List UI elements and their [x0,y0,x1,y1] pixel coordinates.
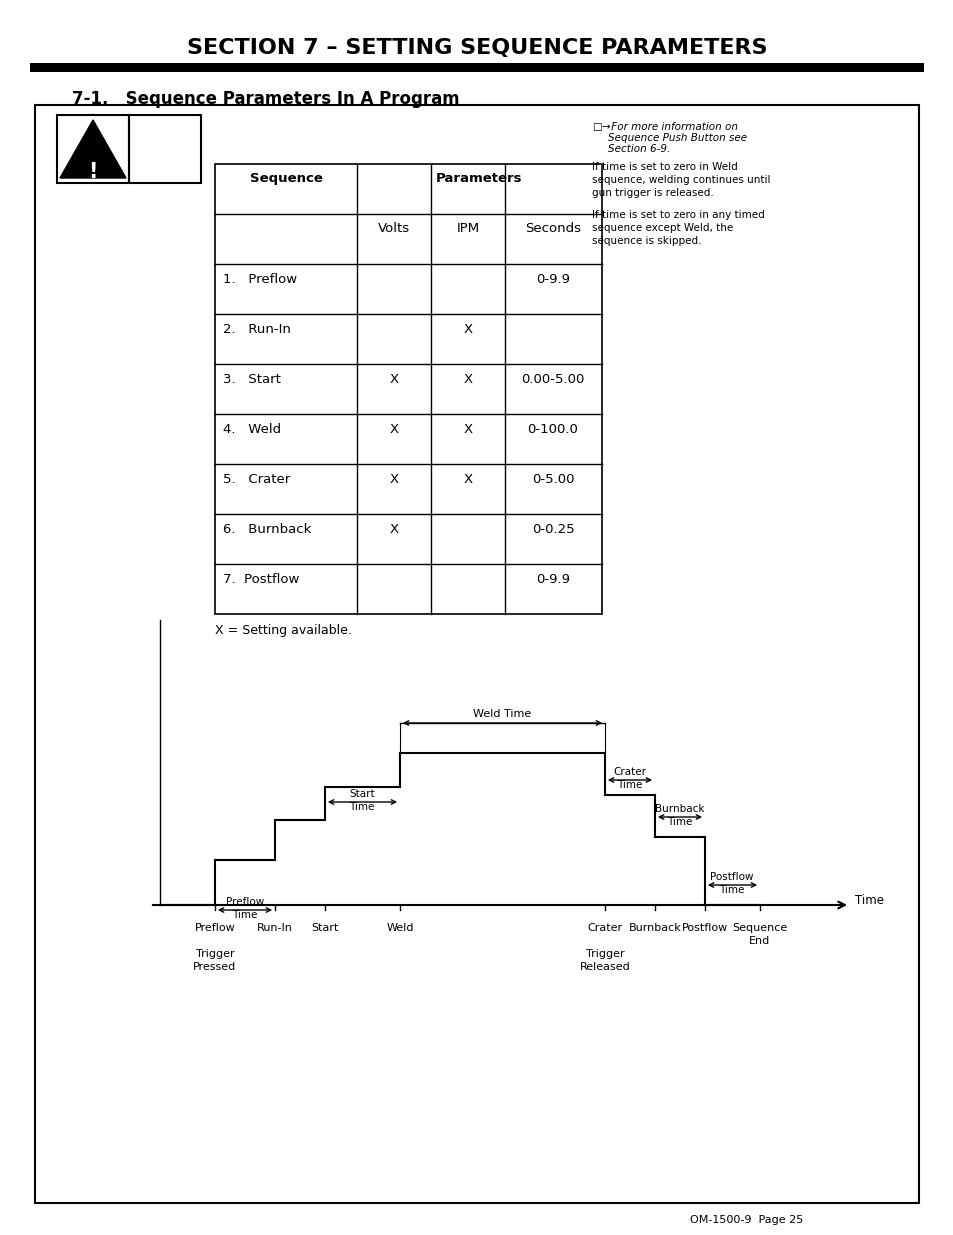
Text: X: X [463,473,472,487]
Text: X: X [463,424,472,436]
Text: Postflow
Time: Postflow Time [709,872,753,895]
Text: IPM: IPM [456,222,479,235]
Text: If time is set to zero in any timed
sequence except Weld, the
sequence is skippe: If time is set to zero in any timed sequ… [592,210,764,247]
Bar [30,63,923,72]
Text: 3.   Start: 3. Start [223,373,280,387]
Text: 0-5.00: 0-5.00 [531,473,574,487]
Text: Preflow
Time: Preflow Time [226,897,264,920]
Text: 0-100.0: 0-100.0 [527,424,578,436]
Text: 0-0.25: 0-0.25 [531,522,574,536]
Text: X: X [389,424,398,436]
Text: Sequence: Sequence [250,172,322,185]
Text: Run-In: Run-In [256,923,293,932]
Text: Sequence Push Button see: Sequence Push Button see [607,133,746,143]
Text: X: X [389,473,398,487]
Text: If time is set to zero in Weld
sequence, welding continues until
gun trigger is : If time is set to zero in Weld sequence,… [592,162,770,199]
Text: 6.   Burnback: 6. Burnback [223,522,311,536]
Text: Trigger
Pressed: Trigger Pressed [193,948,236,972]
Text: Start
Time: Start Time [349,789,375,813]
Text: For more information on: For more information on [607,122,738,132]
Text: □→: □→ [592,122,610,132]
Text: X = Setting available.: X = Setting available. [214,624,352,637]
Text: X: X [463,324,472,336]
Text: Sequence
End: Sequence End [732,923,787,946]
Bar [57,115,129,183]
Text: Burnback: Burnback [628,923,680,932]
Text: Parameters: Parameters [436,172,521,185]
Text: Section 6-9.: Section 6-9. [607,144,670,154]
Text: X: X [389,373,398,387]
Text: 1.   Preflow: 1. Preflow [223,273,296,287]
Text: 0.00-5.00: 0.00-5.00 [520,373,584,387]
Text: OM-1500-9  Page 25: OM-1500-9 Page 25 [689,1215,802,1225]
Text: SECTION 7 – SETTING SEQUENCE PARAMETERS: SECTION 7 – SETTING SEQUENCE PARAMETERS [187,38,766,58]
Text: 4.   Weld: 4. Weld [223,424,281,436]
Text: 5.   Crater: 5. Crater [223,473,290,487]
Text: 7-1.   Sequence Parameters In A Program: 7-1. Sequence Parameters In A Program [71,90,459,107]
Text: Seconds: Seconds [524,222,580,235]
Text: Preflow: Preflow [194,923,235,932]
Text: Weld: Weld [386,923,414,932]
Text: Start: Start [311,923,338,932]
Bar [214,164,601,614]
Bar [35,105,918,1203]
Text: Burnback
Time: Burnback Time [655,804,704,827]
Bar [129,115,201,183]
Text: 0-9.9: 0-9.9 [536,273,569,287]
Text: Crater: Crater [587,923,622,932]
Text: Time: Time [854,893,883,906]
Polygon shape [60,120,126,178]
Text: X: X [463,373,472,387]
Text: Crater
Time: Crater Time [613,767,646,790]
Text: Weld Time: Weld Time [473,709,531,719]
Text: Volts: Volts [377,222,410,235]
Text: Trigger
Released: Trigger Released [579,948,630,972]
Text: Postflow: Postflow [681,923,727,932]
Text: 7.  Postflow: 7. Postflow [223,573,299,585]
Text: !: ! [89,162,97,182]
Text: 0-9.9: 0-9.9 [536,573,569,585]
Text: 2.   Run-In: 2. Run-In [223,324,291,336]
Text: X: X [389,522,398,536]
